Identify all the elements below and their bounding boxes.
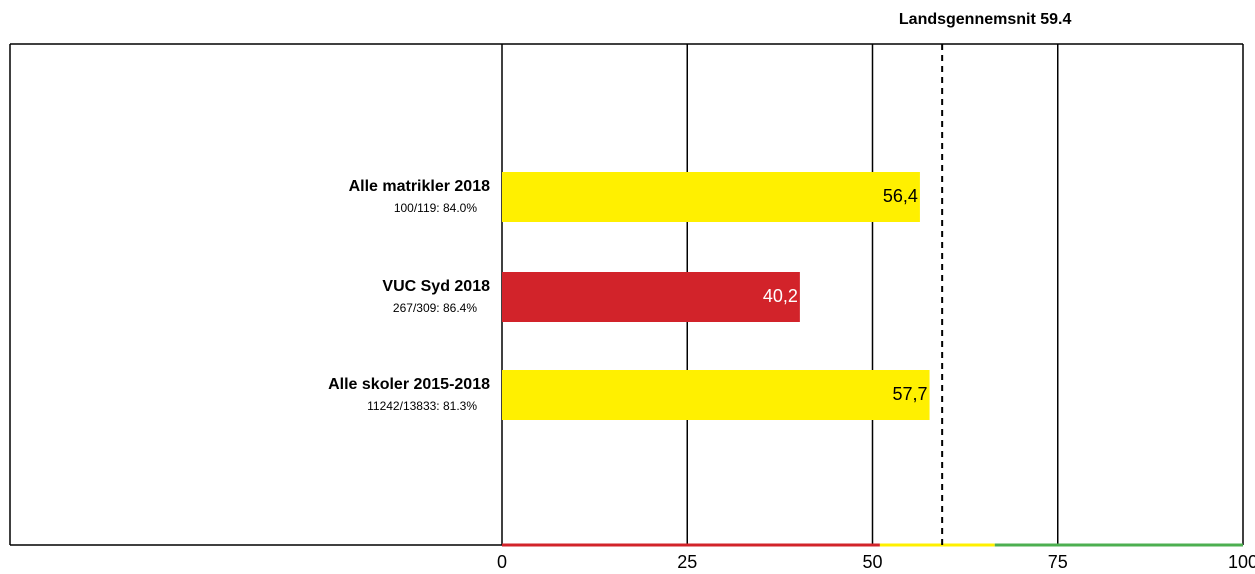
bar [502,172,920,222]
x-tick-label: 75 [1048,552,1068,572]
category-label: Alle skoler 2015-2018 [328,376,490,393]
reference-label: Landsgennemsnit 59.4 [899,11,1072,28]
category-sublabel: 11242/13833: 81.3% [367,399,477,413]
value-label: 57,7 [893,384,928,404]
category-label: VUC Syd 2018 [382,278,490,295]
bar [502,272,800,322]
value-label: 56,4 [883,186,918,206]
category-sublabel: 100/119: 84.0% [394,201,478,215]
bar [502,370,930,420]
value-label: 40,2 [763,286,798,306]
x-tick-label: 100 [1228,552,1255,572]
category-sublabel: 267/309: 86.4% [393,301,477,315]
x-tick-label: 0 [497,552,507,572]
x-tick-label: 50 [862,552,882,572]
category-label: Alle matrikler 2018 [349,178,491,195]
x-tick-label: 25 [677,552,697,572]
